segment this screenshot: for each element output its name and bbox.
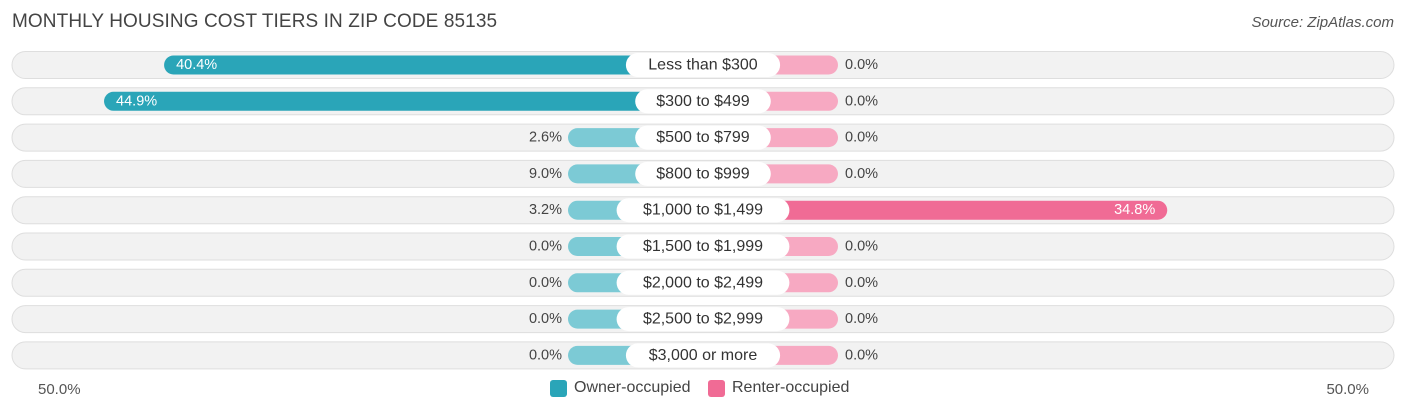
category-label: $800 to $999 <box>656 165 750 182</box>
axis-max-label: 50.0% <box>1326 381 1369 398</box>
legend-swatch-renter <box>708 379 725 397</box>
value-label-owner: 0.0% <box>529 275 562 291</box>
legend-item-renter: Renter-occupied <box>708 379 849 397</box>
value-label-renter: 0.0% <box>845 239 878 255</box>
source-label: Source: ZipAtlas.com <box>1251 14 1394 31</box>
axis-min-label: 50.0% <box>38 381 81 398</box>
category-label: Less than $300 <box>648 57 758 74</box>
legend-label-owner: Owner-occupied <box>574 379 691 396</box>
category-pill <box>616 307 790 332</box>
category-label: $3,000 or more <box>649 347 758 364</box>
category-pill <box>616 270 790 295</box>
bar-owner <box>104 91 703 111</box>
value-label-owner: 0.0% <box>529 311 562 327</box>
category-pill <box>635 89 771 114</box>
category-pill <box>635 161 771 186</box>
value-label-renter: 0.0% <box>845 275 878 291</box>
chart-plot: 40.4% 0.0% Less than $300 44.9% 0.0% $300 to … <box>11 51 1395 370</box>
category-pill <box>635 125 771 150</box>
category-label: $1,500 to $1,999 <box>643 238 763 255</box>
legend: Owner-occupied Renter-occupied <box>0 379 1406 401</box>
category-pill <box>616 234 790 259</box>
value-label-owner: 9.0% <box>529 166 562 182</box>
category-label: $500 to $799 <box>656 129 750 146</box>
value-label-owner: 0.0% <box>529 347 562 363</box>
value-label-renter: 0.0% <box>845 347 878 363</box>
value-label-renter: 0.0% <box>845 93 878 109</box>
legend-item-owner: Owner-occupied <box>550 379 691 397</box>
bar-renter <box>703 200 1168 220</box>
category-label: $2,500 to $2,999 <box>643 311 763 328</box>
value-label-owner: 44.9% <box>116 93 157 109</box>
value-label-owner: 40.4% <box>176 57 217 73</box>
value-label-owner: 2.6% <box>529 130 562 146</box>
value-label-renter: 0.0% <box>845 57 878 73</box>
category-pill <box>616 198 790 223</box>
legend-label-renter: Renter-occupied <box>732 379 850 396</box>
category-label: $2,000 to $2,499 <box>643 274 763 291</box>
legend-swatch-owner <box>550 379 567 397</box>
value-label-renter: 34.8% <box>1114 202 1155 218</box>
chart-title: MONTHLY HOUSING COST TIERS IN ZIP CODE 8… <box>12 11 498 32</box>
category-pill <box>625 53 781 77</box>
category-pill <box>625 343 781 368</box>
bar-owner <box>164 55 704 75</box>
value-label-renter: 0.0% <box>845 311 878 327</box>
value-label-renter: 0.0% <box>845 130 878 146</box>
value-label-owner: 3.2% <box>529 202 562 218</box>
value-label-renter: 0.0% <box>845 166 878 182</box>
value-label-owner: 0.0% <box>529 239 562 255</box>
category-label: $300 to $499 <box>656 93 750 110</box>
category-label: $1,000 to $1,499 <box>643 202 763 219</box>
